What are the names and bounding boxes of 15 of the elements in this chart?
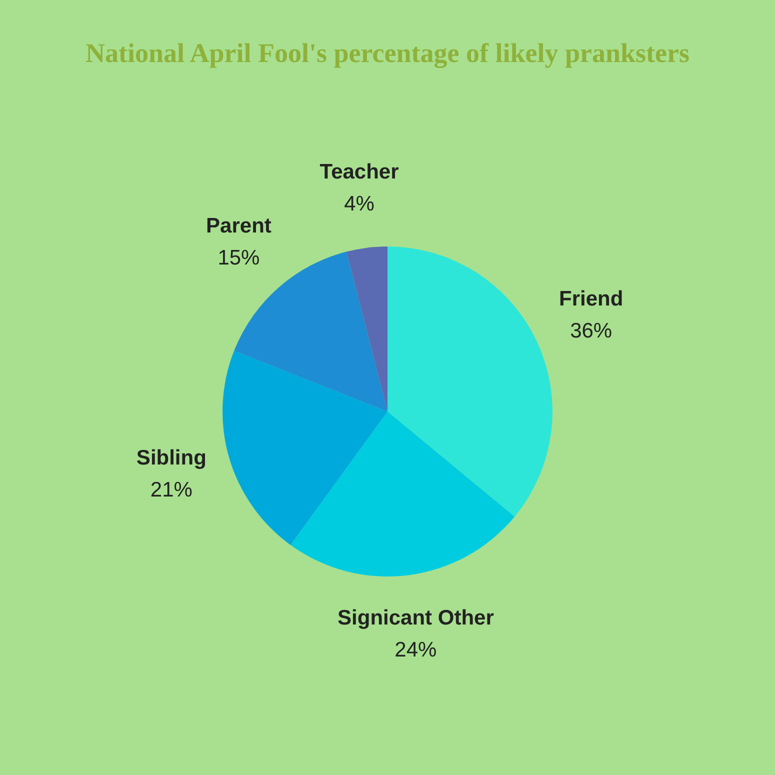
data-label: 15% — [218, 246, 260, 270]
slice-label: Teacher — [320, 160, 399, 184]
data-label: 21% — [150, 478, 192, 502]
pie-slice — [346, 246, 388, 412]
pie-slice — [388, 246, 552, 517]
pie-slice — [222, 350, 388, 545]
data-label: 36% — [570, 320, 612, 343]
data-label: 4% — [344, 192, 374, 216]
slice-label: Signicant Other — [338, 606, 494, 630]
data-label: 24% — [394, 638, 437, 662]
slice-label: Friend — [559, 288, 624, 311]
slice-label: Parent — [206, 214, 272, 238]
slice-label: Sibling — [136, 446, 206, 470]
pie-slice — [290, 412, 515, 576]
chart-title: National April Fool's percentage of likely pranksters — [86, 38, 690, 68]
